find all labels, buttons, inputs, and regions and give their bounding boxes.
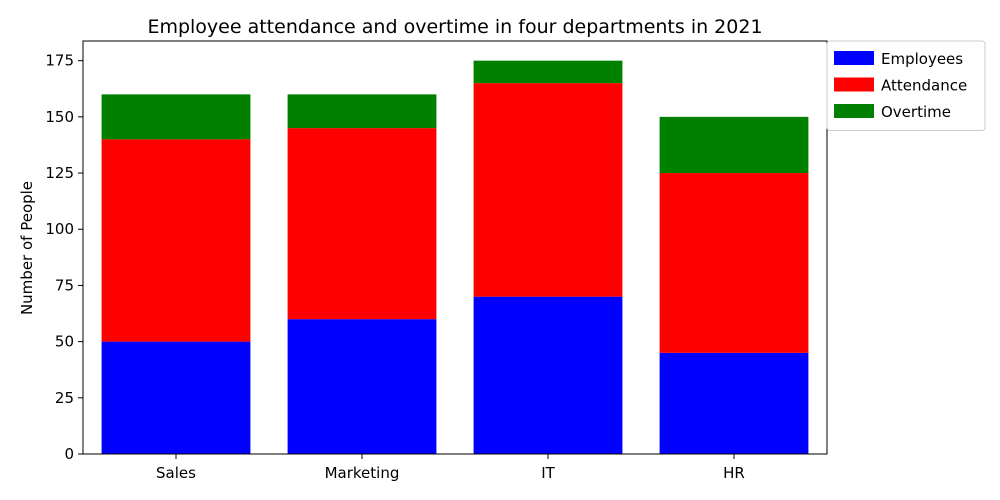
y-tick-label: 75 xyxy=(55,276,74,294)
bar-employees-it xyxy=(473,296,623,454)
y-tick-label: 175 xyxy=(45,52,74,70)
bar-overtime-marketing xyxy=(287,94,437,129)
y-axis-label: Number of People xyxy=(18,181,36,315)
y-tick-label: 0 xyxy=(64,445,74,463)
bar-employees-hr xyxy=(659,352,809,454)
bar-overtime-hr xyxy=(659,116,809,174)
legend-label-employees: Employees xyxy=(881,50,963,68)
legend: Employees Attendance Overtime xyxy=(826,40,986,131)
y-tick-label: 25 xyxy=(55,389,74,407)
bar-employees-sales xyxy=(101,341,251,454)
y-tick-label: 50 xyxy=(55,333,74,351)
y-tick-label: 150 xyxy=(45,108,74,126)
x-tick-label-sales: Sales xyxy=(156,464,196,482)
legend-swatch-attendance xyxy=(834,77,874,92)
legend-label-attendance: Attendance xyxy=(881,77,967,95)
plot-frame xyxy=(82,40,828,455)
x-tick-label-marketing: Marketing xyxy=(325,464,400,482)
bar-attendance-hr xyxy=(659,173,809,353)
bar-attendance-marketing xyxy=(287,128,437,320)
legend-swatch-overtime xyxy=(834,104,874,118)
x-tick-label-it: IT xyxy=(541,464,555,482)
y-tick-label: 125 xyxy=(45,164,74,182)
x-tick-label-hr: HR xyxy=(723,464,745,482)
y-tick-label: 100 xyxy=(45,220,74,238)
legend-swatch-employees xyxy=(834,51,874,65)
legend-label-overtime: Overtime xyxy=(881,103,951,121)
bar-attendance-sales xyxy=(101,139,251,342)
bar-employees-marketing xyxy=(287,319,437,454)
bar-overtime-it xyxy=(473,60,623,84)
bar-overtime-sales xyxy=(101,94,251,140)
chart-title: Employee attendance and overtime in four… xyxy=(147,16,762,38)
bars-group xyxy=(101,60,809,454)
axes-group: 0 25 50 75 100 125 150 175 Sales Marketing IT HR xyxy=(45,40,828,482)
bar-attendance-it xyxy=(473,83,623,297)
